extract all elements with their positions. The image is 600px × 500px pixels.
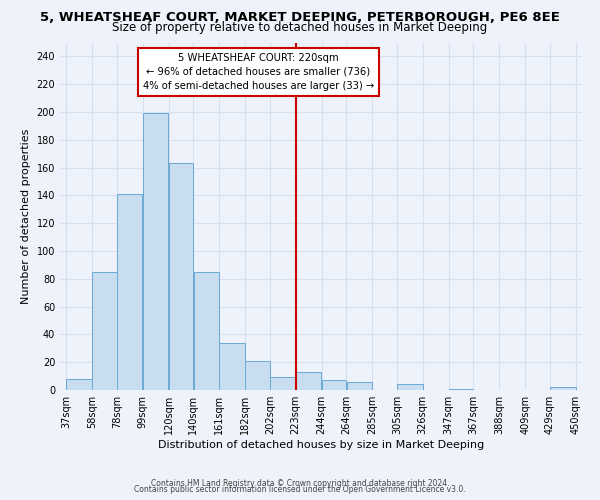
- Text: 5 WHEATSHEAF COURT: 220sqm
← 96% of detached houses are smaller (736)
4% of semi: 5 WHEATSHEAF COURT: 220sqm ← 96% of deta…: [143, 53, 374, 91]
- Bar: [245, 361, 269, 390]
- Bar: [169, 164, 193, 390]
- Bar: [347, 382, 372, 390]
- Bar: [117, 194, 142, 390]
- X-axis label: Distribution of detached houses by size in Market Deeping: Distribution of detached houses by size …: [158, 440, 484, 450]
- Text: Contains HM Land Registry data © Crown copyright and database right 2024.: Contains HM Land Registry data © Crown c…: [151, 478, 449, 488]
- Text: 5, WHEATSHEAF COURT, MARKET DEEPING, PETERBOROUGH, PE6 8EE: 5, WHEATSHEAF COURT, MARKET DEEPING, PET…: [40, 11, 560, 24]
- Bar: [322, 380, 346, 390]
- Bar: [143, 114, 169, 390]
- Bar: [270, 378, 295, 390]
- Bar: [67, 379, 92, 390]
- Bar: [550, 387, 575, 390]
- Bar: [449, 388, 473, 390]
- Bar: [296, 372, 322, 390]
- Text: Contains public sector information licensed under the Open Government Licence v3: Contains public sector information licen…: [134, 485, 466, 494]
- Bar: [220, 342, 245, 390]
- Y-axis label: Number of detached properties: Number of detached properties: [21, 128, 31, 304]
- Bar: [92, 272, 116, 390]
- Bar: [194, 272, 219, 390]
- Bar: [397, 384, 422, 390]
- Text: Size of property relative to detached houses in Market Deeping: Size of property relative to detached ho…: [112, 21, 488, 34]
